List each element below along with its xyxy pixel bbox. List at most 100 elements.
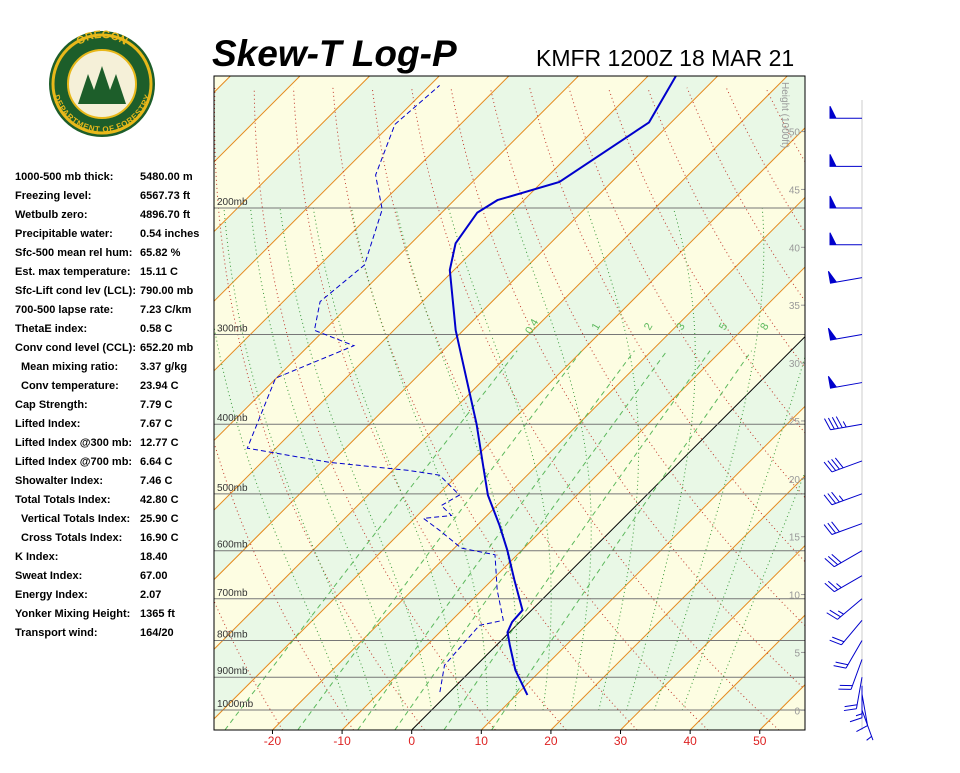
stat-value: 5480.00 m [140, 171, 193, 183]
wind-barb [824, 458, 862, 472]
stat-label: Sfc-Lift cond lev (LCL): [15, 285, 136, 297]
wind-barbs [824, 106, 873, 740]
isotherm [899, 76, 960, 730]
x-tick-label: 40 [683, 734, 697, 748]
wind-barb [844, 677, 862, 710]
height-tick-label: 10 [789, 591, 801, 602]
wind-barb [828, 328, 862, 340]
stat-value: 6.64 C [140, 456, 172, 468]
stat-label: Sweat Index: [15, 570, 82, 582]
chart-title: Skew-T Log-P [212, 33, 457, 74]
stat-label: Conv cond level (CCL): [15, 342, 136, 354]
y-tick-label: 800mb [217, 629, 248, 640]
stat-value: 25.90 C [140, 513, 179, 525]
stat-label: Vertical Totals Index: [21, 513, 130, 525]
stat-label: Showalter Index: [15, 475, 103, 487]
stat-label: Energy Index: [15, 589, 88, 601]
height-tick-label: 35 [789, 301, 801, 312]
stat-label: K Index: [15, 551, 58, 563]
stat-value: 164/20 [140, 627, 174, 639]
stat-label: 1000-500 mb thick: [15, 171, 113, 183]
wind-barb [830, 154, 862, 166]
x-tick-label: 20 [544, 734, 558, 748]
isotherm [829, 76, 960, 730]
stat-value: 16.90 C [140, 532, 179, 544]
wind-barb [824, 417, 862, 430]
stat-label: Sfc-500 mean rel hum: [15, 247, 132, 259]
stat-value: 7.67 C [140, 418, 172, 430]
height-tick-label: 40 [789, 243, 801, 254]
stat-value: 4896.70 ft [140, 209, 190, 221]
stat-label: Est. max temperature: [15, 266, 131, 278]
x-tick-label: -20 [264, 734, 282, 748]
y-tick-label: 1000mb [217, 699, 254, 710]
wind-barb [828, 271, 862, 283]
stat-value: 790.00 mb [140, 285, 193, 297]
stat-label: Transport wind: [15, 627, 98, 639]
stat-value: 15.11 C [140, 266, 178, 278]
stat-label: Yonker Mixing Height: [15, 608, 130, 620]
x-tick-label: 10 [475, 734, 489, 748]
y-tick-label: 500mb [217, 483, 248, 494]
dry-adiabat [923, 88, 960, 730]
stat-value: 65.82 % [140, 247, 181, 259]
y-tick-label: 200mb [217, 197, 248, 208]
height-tick-label: 45 [789, 185, 801, 196]
stat-label: Precipitable water: [15, 228, 113, 240]
stat-value: 0.58 C [140, 323, 172, 335]
y-tick-label: 400mb [217, 413, 248, 424]
chart-subtitle: KMFR 1200Z 18 MAR 21 [536, 45, 794, 71]
stats-panel: 1000-500 mb thick: 5480.00 m Freezing leve… [15, 171, 199, 639]
stat-value: 0.54 inches [140, 228, 199, 240]
stat-label: Freezing level: [15, 190, 91, 202]
wind-barb [834, 640, 862, 668]
y-tick-label: 700mb [217, 588, 248, 599]
stat-label: Lifted Index @300 mb: [15, 437, 132, 449]
logo: OREGON DEPARTMENT OF FORESTRY [49, 29, 155, 137]
y-tick-label: 300mb [217, 323, 248, 334]
height-axis-label: Height (1000ft) [779, 82, 790, 148]
stat-label: Total Totals Index: [15, 494, 111, 506]
wind-barb [827, 599, 862, 620]
stat-value: 1365 ft [140, 608, 175, 620]
stat-value: 7.23 C/km [140, 304, 192, 316]
height-tick-label: 25 [789, 417, 801, 428]
band [829, 76, 960, 730]
stat-label: ThetaE index: [15, 323, 87, 335]
stat-label: Wetbulb zero: [15, 209, 88, 221]
dry-adiabat [884, 88, 960, 730]
y-tick-label: 900mb [217, 666, 248, 677]
wind-barb [830, 233, 862, 245]
wind-barb [825, 551, 862, 567]
height-tick-label: 30 [789, 359, 801, 370]
wind-barb [828, 376, 862, 388]
stat-label: Lifted Index: [15, 418, 80, 430]
x-tick-label: -10 [333, 734, 351, 748]
wind-barb [830, 620, 862, 645]
stat-label: Lifted Index @700 mb: [15, 456, 132, 468]
wind-barb [830, 106, 862, 118]
wind-barb [824, 522, 862, 535]
height-tick-label: 15 [789, 533, 801, 544]
wind-barb [825, 576, 862, 592]
height-tick-label: 5 [794, 648, 800, 659]
height-tick-label: 20 [789, 475, 801, 486]
height-tick-label: 0 [794, 706, 800, 717]
dry-adiabat [805, 88, 960, 730]
x-tick-label: 0 [408, 734, 415, 748]
y-tick-label: 600mb [217, 540, 248, 551]
wind-barb [850, 686, 862, 722]
x-tick-label: 50 [753, 734, 767, 748]
stat-label: Conv temperature: [21, 380, 119, 392]
wind-barb [824, 492, 862, 505]
stat-value: 6567.73 ft [140, 190, 190, 202]
stat-value: 42.80 C [140, 494, 179, 506]
stat-value: 12.77 C [140, 437, 179, 449]
stat-label: Cross Totals Index: [21, 532, 122, 544]
stat-value: 2.07 [140, 589, 161, 601]
wind-barb [830, 196, 862, 208]
stat-value: 7.79 C [140, 399, 172, 411]
stat-value: 23.94 C [140, 380, 179, 392]
